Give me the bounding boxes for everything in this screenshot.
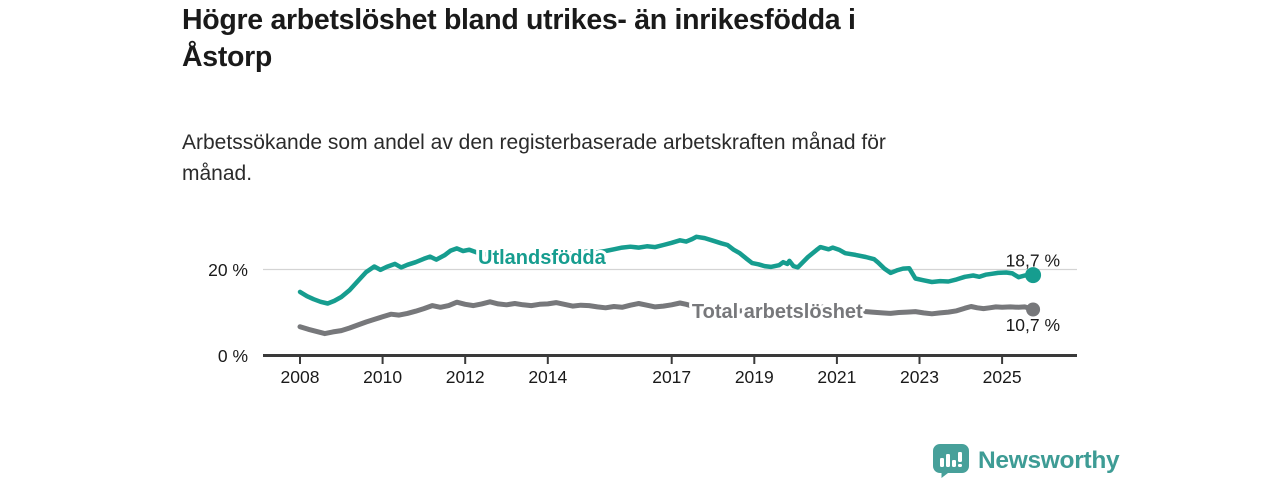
x-tick-label: 2025 bbox=[983, 367, 1022, 387]
x-tick-label: 2017 bbox=[652, 367, 691, 387]
x-tick-label: 2010 bbox=[363, 367, 402, 387]
series-line-total-arbetsloshet bbox=[297, 299, 1036, 337]
end-value-label-utlandsfodda: 18,7 % bbox=[1006, 251, 1060, 271]
series-end-dot-utlandsfodda bbox=[1025, 267, 1042, 284]
x-tick-label: 2023 bbox=[900, 367, 939, 387]
y-tick-label: 0 % bbox=[218, 346, 248, 366]
chart-subtitle: Arbetssökande som andel av den registerb… bbox=[182, 131, 886, 185]
series-line-utlandsfodda bbox=[297, 234, 1036, 306]
y-axis-labels: 20 % 0 % bbox=[208, 260, 248, 366]
series-label-total-arbetsloshet: Total arbetslöshet bbox=[692, 301, 863, 323]
x-tick-label: 2021 bbox=[817, 367, 856, 387]
annotation-layer: Utlandsfödda 18,7 % Total arbetslöshet 10,7… bbox=[475, 244, 1060, 335]
y-tick-label: 20 % bbox=[208, 260, 248, 280]
page-title: Högre arbetslöshet bland utrikes- än inr… bbox=[182, 4, 856, 73]
x-tick-label: 2014 bbox=[528, 367, 567, 387]
newsworthy-logo-icon bbox=[933, 444, 969, 478]
newsworthy-wordmark: Newsworthy bbox=[978, 447, 1120, 474]
bar-chart-glyph bbox=[940, 452, 962, 467]
x-tick-label: 2008 bbox=[281, 367, 320, 387]
x-tick-label: 2019 bbox=[735, 367, 774, 387]
series-layer bbox=[297, 234, 1036, 337]
x-axis-labels: 2008 2010 2012 2014 2017 2019 2021 2023 2025 bbox=[281, 367, 1022, 387]
x-tick-label: 2012 bbox=[446, 367, 485, 387]
speech-bubble-shape bbox=[933, 444, 969, 478]
end-value-label-total-arbetsloshet: 10,7 % bbox=[1006, 315, 1060, 335]
series-label-utlandsfodda: Utlandsfödda bbox=[478, 247, 607, 269]
newsworthy-logo[interactable]: Newsworthy bbox=[933, 444, 1120, 478]
series-end-dot-total-arbetsloshet bbox=[1026, 302, 1041, 317]
x-axis-ticks bbox=[299, 355, 1004, 364]
